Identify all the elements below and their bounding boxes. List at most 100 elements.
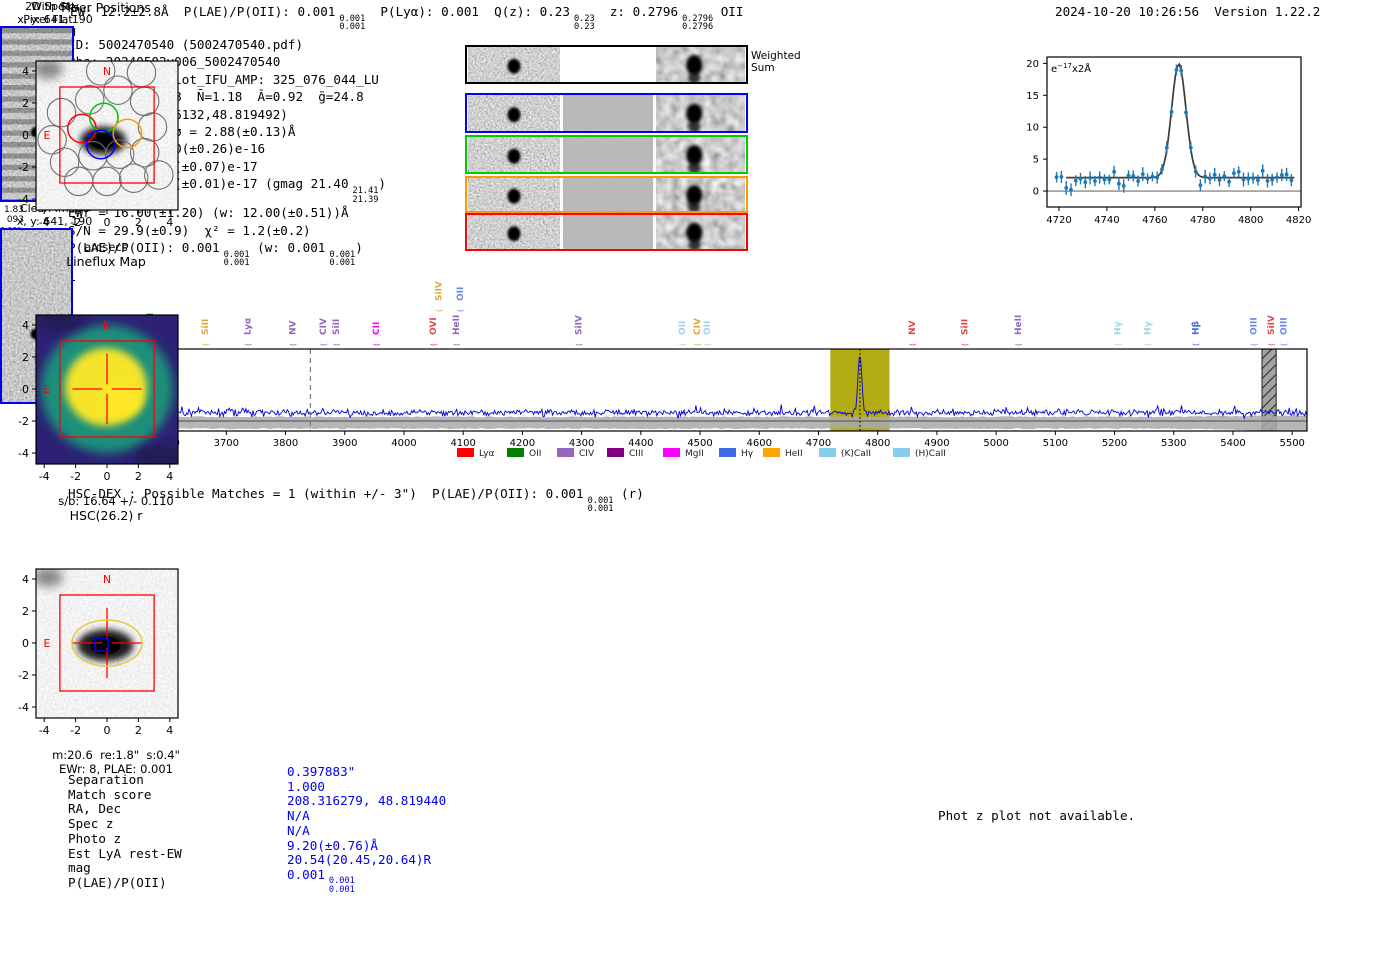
text-segment: 0.397883" (287, 764, 356, 779)
svg-text:5100: 5100 (1043, 438, 1068, 449)
svg-text:(: ( (456, 309, 465, 312)
svg-text:SiIV: SiIV (1267, 315, 1277, 335)
cutout-caption-2: EWr: 8, PLAE: 0.001 (59, 762, 173, 776)
text-segment: N/A (287, 808, 310, 824)
svg-text:e−17x2Å: e−17x2Å (1051, 62, 1091, 75)
svg-text:(: ( (1192, 343, 1201, 346)
sky-panel-subtitle: x, y: 641, 190 (17, 13, 93, 26)
svg-text:0: 0 (104, 470, 111, 483)
svg-text:10: 10 (1026, 123, 1039, 134)
svg-text:(: ( (319, 343, 328, 346)
svg-text:4720: 4720 (1046, 215, 1071, 226)
svg-text:Lyα: Lyα (244, 318, 254, 335)
svg-text:E: E (44, 129, 51, 142)
spec2d-image (468, 178, 560, 211)
svg-text:2: 2 (22, 351, 29, 364)
lineflux-map-panel: N E -4 -4 -2 -2 0 0 2 2 4 4 (0, 269, 212, 494)
svg-text:-2: -2 (18, 415, 29, 428)
limit-fraction: 0.23 0.23 (573, 13, 595, 33)
spec2d-image (468, 137, 560, 172)
limit-fraction: 21.41 21.39 (352, 185, 379, 205)
svg-text:5200: 5200 (1102, 438, 1127, 449)
pixel-flat-image (563, 47, 653, 82)
svg-text:4: 4 (166, 724, 173, 737)
smoothed-image (656, 137, 745, 172)
svg-text:0: 0 (22, 129, 29, 142)
hsc-r-image-panel: N E -4 -4 -2 -2 0 0 2 2 4 4 (0, 523, 212, 748)
limit-fraction: 0.001 0.001 (339, 13, 366, 33)
svg-text:5400: 5400 (1220, 438, 1245, 449)
match-row-label: P(LAE)/P(OII) (68, 874, 167, 890)
text-segment: z: 0.2796 (594, 4, 679, 19)
svg-text:Hγ: Hγ (741, 449, 754, 459)
svg-text:4300: 4300 (569, 438, 594, 449)
text-segment: (w: 0.001 (249, 240, 326, 256)
svg-text:(: ( (678, 343, 687, 346)
svg-text:-2: -2 (70, 470, 81, 483)
info-line: EWr = 16.00(±1.20) (w: 12.00(±0.51))Å (68, 204, 386, 221)
match-row-value: 208.316279, 48.819440 (287, 794, 446, 809)
timestamp-version: 2024-10-20 10:26:56 Version 1.22.2 (1055, 4, 1321, 19)
cutout-title: HSC(26.2) r (69, 508, 143, 523)
match-row-value: 0.001 0.001 0.001 (287, 867, 446, 895)
svg-text:2: 2 (135, 724, 142, 737)
svg-text:3700: 3700 (214, 438, 239, 449)
match-row-label: Photo z (68, 830, 122, 846)
spec2d-row-fiber-2 (465, 135, 748, 174)
svg-text:(: ( (693, 343, 702, 346)
svg-text:(: ( (1144, 343, 1153, 346)
spec2d-row-weighted-sum (465, 45, 748, 84)
svg-text:2: 2 (135, 470, 142, 483)
svg-text:HeII: HeII (1014, 315, 1024, 335)
photz-note: Phot z plot not available. (938, 808, 1136, 823)
svg-text:(: ( (332, 343, 341, 346)
svg-text:(: ( (908, 343, 917, 346)
svg-text:4: 4 (22, 573, 29, 586)
svg-text:(: ( (372, 343, 381, 346)
svg-text:5000: 5000 (983, 438, 1008, 449)
svg-text:-4: -4 (39, 470, 50, 483)
svg-text:(: ( (452, 343, 461, 346)
svg-text:(: ( (244, 343, 253, 346)
svg-text:E: E (44, 637, 51, 650)
pixel-flat-image (563, 178, 653, 211)
summary-header: EW: 12.2±2.8Å P(LAE)/P(OII): 0.001 0.001 0… (70, 4, 743, 32)
svg-text:OIII: OIII (1279, 317, 1289, 335)
match-row-label: Spec z (68, 816, 114, 832)
smoothed-image (656, 178, 745, 211)
text-segment: (r) (613, 486, 644, 501)
svg-text:-2: -2 (70, 724, 81, 737)
svg-text:SiIV: SiIV (434, 281, 444, 301)
svg-text:4200: 4200 (510, 438, 535, 449)
spec2d-column-header: 2D Spec (25, 0, 71, 13)
svg-text:0: 0 (22, 637, 29, 650)
svg-text:4780: 4780 (1190, 215, 1215, 226)
svg-text:4900: 4900 (924, 438, 949, 449)
text-segment: HSC-DEX : Possible Matches = 1 (within +… (68, 486, 584, 501)
svg-text:4740: 4740 (1094, 215, 1119, 226)
svg-text:(: ( (1014, 343, 1023, 346)
info-line: P(LAE)/P(OII): 0.001 0.001 0.001 (w: 0.001… (68, 239, 386, 268)
match-row-value: 0.397883" (287, 764, 446, 780)
svg-text:-2: -2 (18, 161, 29, 174)
text-segment: EW: 12.2±2.8Å P(LAE)/P(OII): 0.001 (70, 4, 336, 19)
svg-text:SiIV: SiIV (575, 315, 585, 335)
svg-text:CIII: CIII (629, 449, 643, 459)
svg-text:Hγ: Hγ (1114, 321, 1124, 335)
cutout-panels: Fiber Positions N E -4 -4 -2 -2 0 0 2 2 4 4 arcsecs Li… (0, 0, 232, 776)
svg-text:-4: -4 (18, 193, 29, 206)
spec2d-column-header: Pixel Flat (23, 13, 73, 26)
text-segment: OII (713, 4, 744, 19)
svg-text:0: 0 (22, 383, 29, 396)
match-row-label: Est LyA rest-EW (68, 845, 182, 861)
full-spectrum-plot: 0103500360037003800390040004100420043004… (75, 268, 1335, 473)
svg-text:4000: 4000 (391, 438, 416, 449)
svg-text:4760: 4760 (1142, 215, 1167, 226)
text-segment: S/N = 29.9(±0.9) χ² = 1.2(±0.2) (68, 222, 311, 238)
svg-text:(H)CaII: (H)CaII (915, 449, 946, 459)
svg-text:5300: 5300 (1161, 438, 1186, 449)
svg-text:2: 2 (22, 605, 29, 618)
fiber-positions-panel: N E -4 -4 -2 -2 0 0 2 2 4 4 (0, 15, 212, 240)
svg-text:-2: -2 (70, 216, 81, 229)
